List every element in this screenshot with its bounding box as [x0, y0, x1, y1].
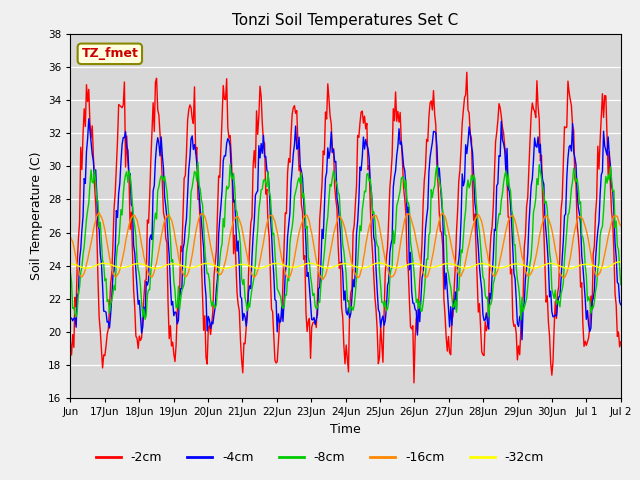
Text: TZ_fmet: TZ_fmet [81, 48, 138, 60]
Title: Tonzi Soil Temperatures Set C: Tonzi Soil Temperatures Set C [232, 13, 459, 28]
X-axis label: Time: Time [330, 423, 361, 436]
Y-axis label: Soil Temperature (C): Soil Temperature (C) [29, 152, 43, 280]
Legend: -2cm, -4cm, -8cm, -16cm, -32cm: -2cm, -4cm, -8cm, -16cm, -32cm [91, 446, 549, 469]
